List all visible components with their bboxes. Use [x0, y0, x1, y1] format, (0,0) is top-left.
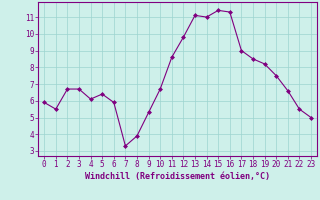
- X-axis label: Windchill (Refroidissement éolien,°C): Windchill (Refroidissement éolien,°C): [85, 172, 270, 181]
